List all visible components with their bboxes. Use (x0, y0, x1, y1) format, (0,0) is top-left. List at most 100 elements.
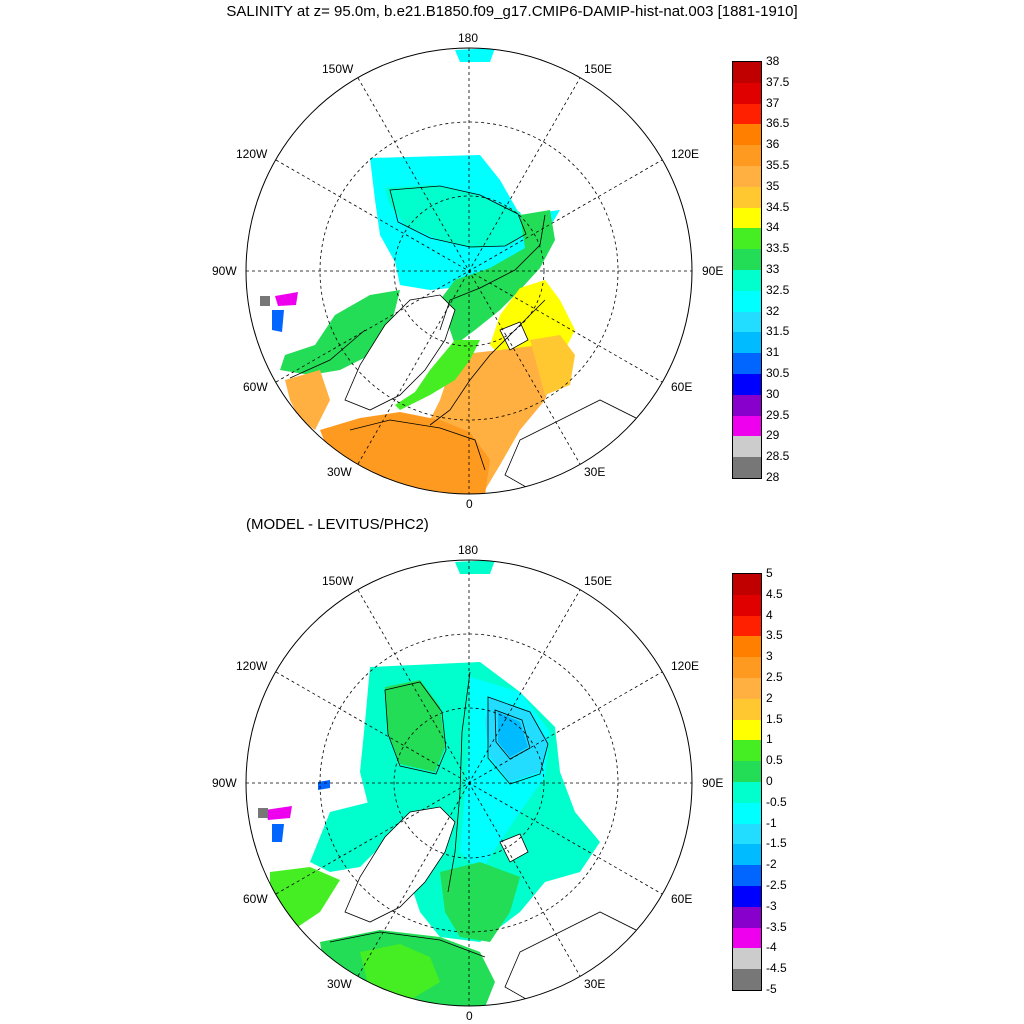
colorbar-label: 30.5 (766, 366, 790, 380)
lon-label-30w: 30W (327, 465, 352, 479)
colorbar-label: 32 (766, 303, 780, 318)
colorbar-swatch (733, 594, 761, 616)
small-cyan-patch (455, 48, 495, 62)
gulf-gray-b (258, 808, 268, 818)
colorbar-label: 2 (766, 690, 773, 705)
colorbar-label: 1.5 (766, 711, 783, 726)
colorbar-label: -5 (766, 982, 777, 996)
labrador-green (270, 867, 340, 932)
colorbar-swatch (733, 124, 761, 146)
colorbar-swatch (733, 761, 761, 782)
atlantic-light-green (360, 944, 440, 1000)
colorbar-swatch (733, 740, 761, 762)
colorbar-label: 0.5 (766, 753, 783, 768)
colorbar-swatch (733, 290, 761, 312)
colorbar-swatch (733, 62, 761, 83)
colorbar-swatch (733, 698, 761, 720)
gulf-blue (272, 310, 284, 332)
barents-field (530, 335, 575, 395)
lon-label-0: 0 (466, 497, 473, 511)
colorbar-swatch (733, 436, 761, 458)
lon-label-60w: 60W (243, 380, 268, 394)
nordic-green (440, 862, 520, 942)
colorbar-label: 36.5 (766, 116, 790, 131)
colorbar-label: 35.5 (766, 158, 790, 172)
lon-label-150e: 150E (584, 62, 613, 76)
colorbar-swatch (733, 719, 761, 741)
colorbar-label: 30 (766, 386, 780, 401)
lon-label-120w: 120W (236, 659, 268, 673)
colorbar-swatch (733, 636, 761, 658)
colorbar-swatch (733, 927, 761, 949)
colorbar-label: 34 (766, 220, 780, 235)
colorbar-label: 33.5 (766, 241, 790, 256)
colorbar-swatch (733, 457, 761, 478)
colorbar-swatch (733, 394, 761, 416)
colorbar-swatch (733, 885, 761, 907)
colorbar-swatch (733, 969, 761, 990)
colorbar-label: 37 (766, 95, 780, 110)
colorbar-label: 38 (766, 54, 780, 68)
colorbar-label: 36 (766, 137, 780, 152)
colorbar-label: -2 (766, 857, 777, 872)
colorbar-label: 5 (766, 566, 773, 580)
lon-label-30e: 30E (584, 977, 606, 991)
lon-label-90e: 90E (702, 776, 724, 790)
lon-label-30w: 30W (327, 977, 352, 991)
lon-label-150w: 150W (322, 62, 354, 76)
colorbar-swatch (733, 615, 761, 637)
colorbar-swatch (733, 165, 761, 187)
lon-label-120w: 120W (236, 147, 268, 161)
colorbar-swatch (733, 332, 761, 354)
colorbar-label: -1 (766, 815, 777, 830)
lon-label-90w: 90W (212, 264, 237, 278)
lon-label-180: 180 (458, 543, 479, 557)
colorbar-label: 33 (766, 262, 780, 276)
colorbar-label: 1 (766, 732, 773, 747)
lon-label-60e: 60E (671, 892, 693, 906)
colorbar-label: 3 (766, 649, 773, 664)
lon-label-180: 180 (458, 31, 479, 45)
colorbar-label: 34.5 (766, 199, 790, 214)
colorbar-label: 29 (766, 428, 780, 443)
colorbar-label: 4 (766, 607, 773, 622)
colorbar-swatch (733, 207, 761, 229)
colorbar-label: 0 (766, 774, 773, 788)
colorbar-swatch (733, 145, 761, 166)
colorbar-label: 4.5 (766, 586, 783, 601)
canada-basin-green (385, 680, 445, 772)
colorbar-label: 3.5 (766, 628, 783, 643)
colorbar-label: -4 (766, 940, 777, 955)
lon-label-30e: 30E (584, 465, 606, 479)
svalbard-land (499, 321, 529, 351)
colorbar-swatch (733, 865, 761, 886)
difference-colorbar (732, 573, 762, 991)
colorbar-swatch (733, 269, 761, 291)
hudson-blue-dots (318, 780, 330, 790)
gulf-blue-b (272, 824, 284, 842)
gulf-magenta-b (265, 806, 292, 820)
lon-label-150w: 150W (322, 574, 354, 588)
lon-label-60e: 60E (671, 380, 693, 394)
colorbar-swatch (733, 906, 761, 928)
gulf-gray (260, 296, 270, 306)
lon-label-150e: 150E (584, 574, 613, 588)
colorbar-label: 37.5 (766, 74, 790, 89)
colorbar-label: -3 (766, 898, 777, 913)
lon-label-120e: 120E (671, 659, 700, 673)
lon-label-90e: 90E (702, 264, 724, 278)
colorbar-swatch (733, 103, 761, 125)
lon-label-90w: 90W (212, 776, 237, 790)
lon-label-0: 0 (466, 1009, 473, 1023)
lon-label-120e: 120E (671, 147, 700, 161)
colorbar-swatch (733, 228, 761, 250)
baffin-cyan (310, 802, 395, 872)
salinity-map (245, 47, 693, 495)
colorbar-swatch (733, 574, 761, 595)
colorbar-swatch (733, 948, 761, 970)
colorbar-label: 28.5 (766, 449, 790, 464)
small-cyan-patch-b (455, 560, 495, 574)
colorbar-swatch (733, 353, 761, 374)
laptev-blue (498, 712, 528, 757)
colorbar-label: 31.5 (766, 324, 790, 339)
